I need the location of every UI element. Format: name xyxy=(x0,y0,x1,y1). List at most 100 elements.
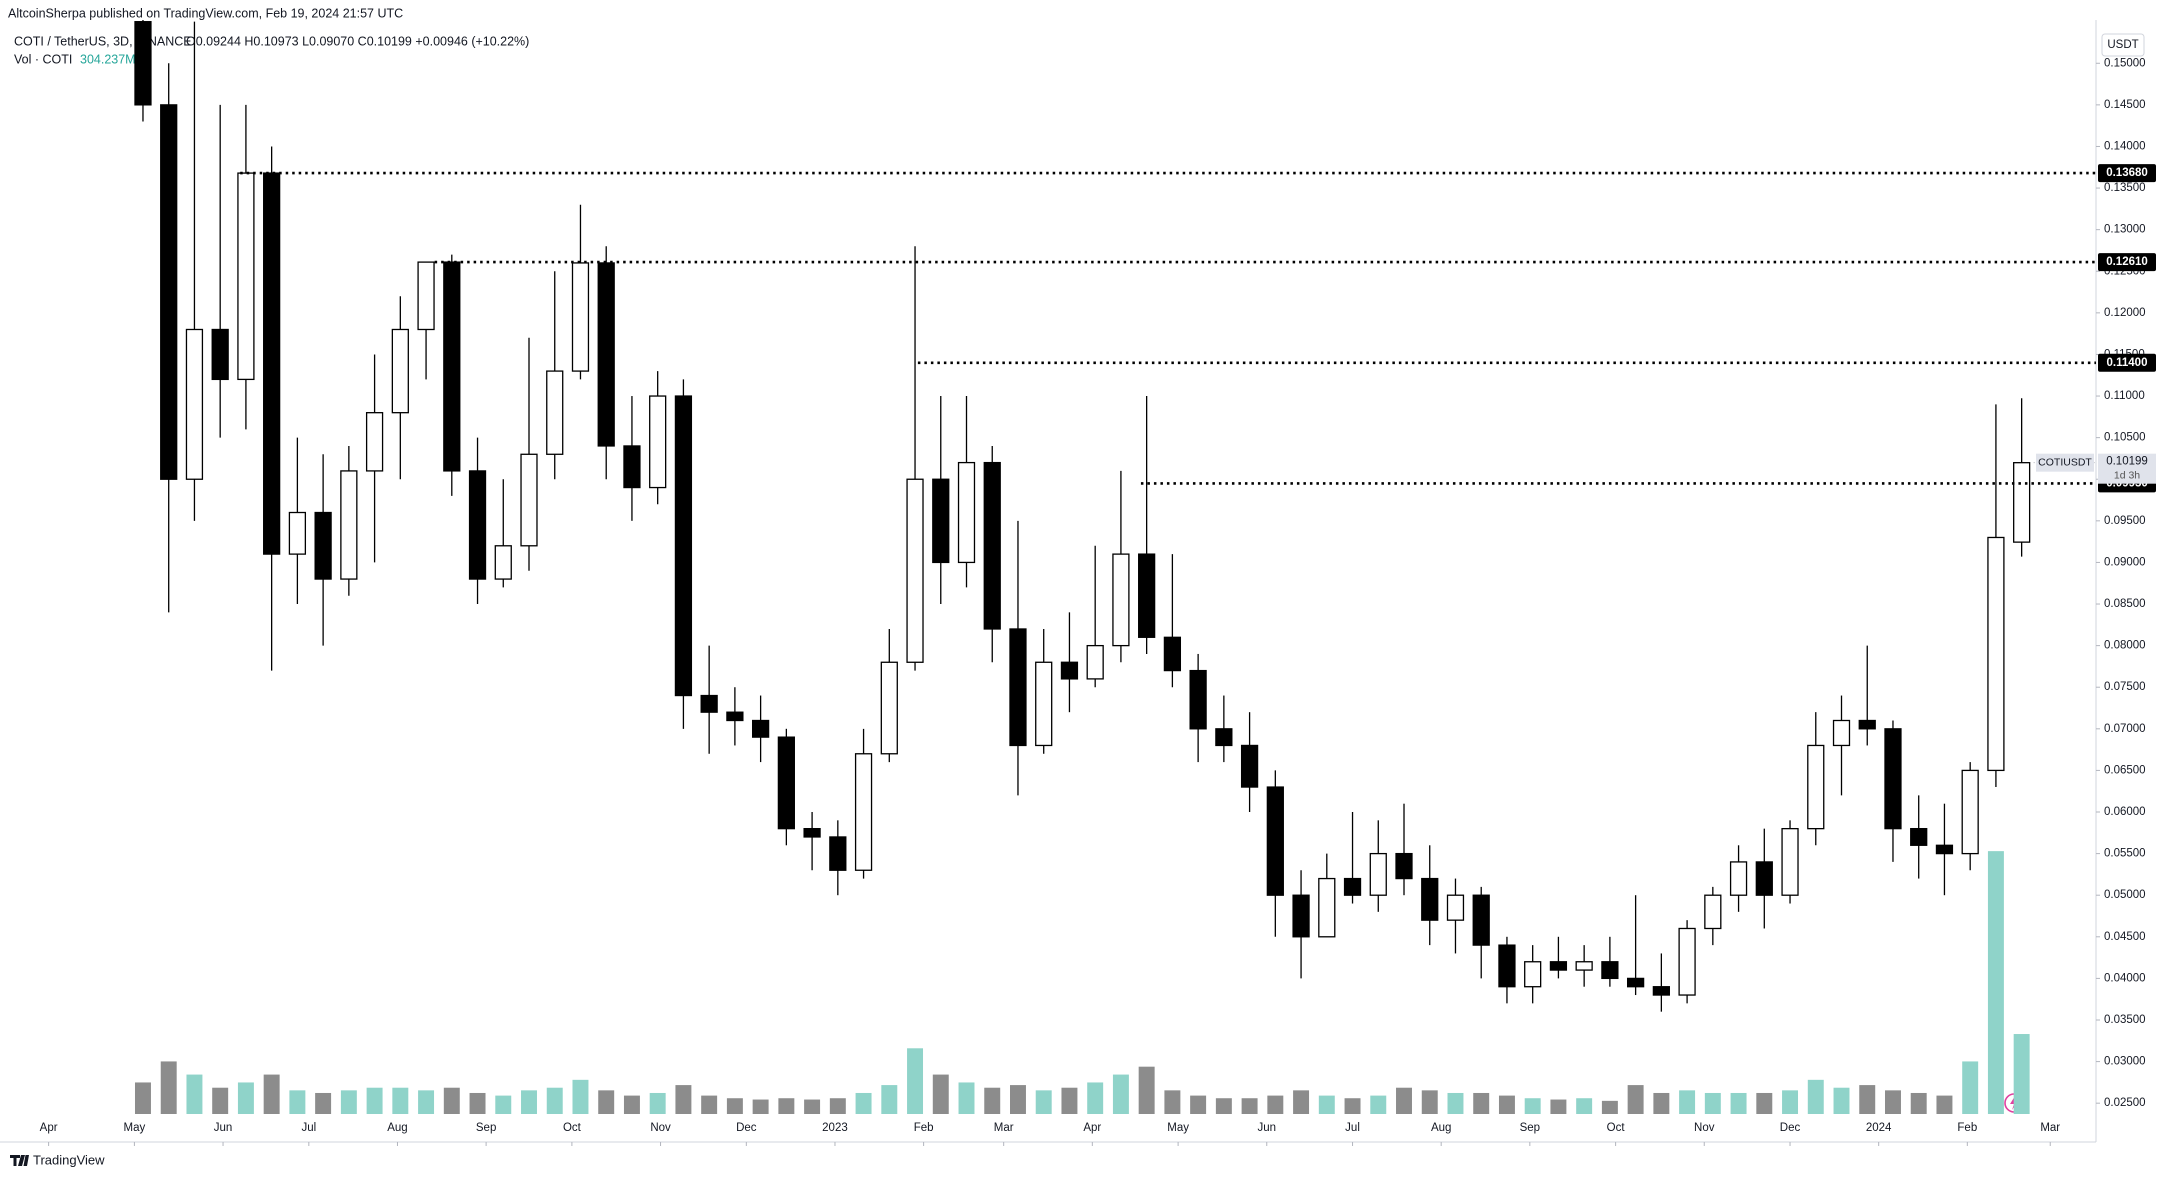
y-tick-label: 0.11000 xyxy=(2104,390,2145,402)
candle-body xyxy=(1652,986,1670,996)
volume-bar xyxy=(1215,1098,1232,1114)
volume-bar xyxy=(726,1098,743,1114)
volume-bar xyxy=(598,1090,615,1114)
candle-body xyxy=(906,478,924,663)
x-tick-label: Feb xyxy=(1957,1122,1977,1134)
candle-body xyxy=(1292,894,1310,938)
volume-bar xyxy=(366,1087,383,1114)
volume-bar xyxy=(1962,1061,1979,1114)
publisher-line: AltcoinSherpa published on TradingView.c… xyxy=(8,6,403,20)
y-tick-label: 0.14000 xyxy=(2104,140,2146,152)
candle-body xyxy=(1446,894,1465,921)
volume-bar xyxy=(649,1092,666,1114)
y-tick-label: 0.09500 xyxy=(2104,515,2146,527)
volume-bar xyxy=(1035,1090,1052,1114)
candle-body xyxy=(803,827,821,838)
volume-bar xyxy=(1807,1079,1824,1114)
candle-body xyxy=(1421,877,1439,921)
candle-body xyxy=(1678,927,1696,996)
volume-bar xyxy=(701,1095,718,1114)
footer-brand: TradingView xyxy=(33,1152,105,1167)
candle-body xyxy=(1472,894,1490,946)
candle-body xyxy=(1215,728,1233,747)
y-tick-label: 0.06000 xyxy=(2104,806,2146,818)
candle-body xyxy=(237,172,255,381)
volume-bar xyxy=(1730,1092,1747,1114)
candle-body xyxy=(1318,877,1336,938)
y-tick-label: 0.10500 xyxy=(2104,432,2146,444)
volume-bar xyxy=(1293,1090,1310,1114)
candle-body xyxy=(777,736,795,830)
volume-bar xyxy=(443,1087,460,1114)
x-tick-label: May xyxy=(1167,1122,1189,1134)
level-label: 0.13680 xyxy=(2106,167,2148,179)
volume-bar xyxy=(881,1085,898,1114)
volume-bar xyxy=(1833,1087,1850,1114)
volume-label: Vol · COTI xyxy=(14,52,72,66)
last-price-label: 0.10199 xyxy=(2106,456,2148,468)
x-tick-label: Dec xyxy=(736,1122,757,1134)
candle-body xyxy=(880,661,898,755)
volume-bar xyxy=(855,1092,872,1114)
candle-body xyxy=(957,461,976,564)
x-tick-label: Jul xyxy=(1345,1122,1360,1134)
candle-body xyxy=(1498,944,1516,988)
volume-bar xyxy=(804,1099,821,1114)
volume-bar xyxy=(237,1082,254,1114)
candle-body xyxy=(829,836,847,871)
x-tick-label: Apr xyxy=(1083,1122,1101,1134)
candle-body xyxy=(1961,769,1979,855)
volume-bar xyxy=(1910,1092,1927,1114)
y-tick-label: 0.02500 xyxy=(2104,1097,2146,1109)
x-tick-label: Mar xyxy=(994,1122,1014,1134)
y-tick-label: 0.13500 xyxy=(2104,182,2146,194)
candle-body xyxy=(314,511,332,580)
candle-body xyxy=(597,262,615,447)
volume-bar xyxy=(1524,1098,1541,1114)
last-price-box xyxy=(2098,453,2156,484)
volume-bar xyxy=(212,1087,229,1114)
y-tick-label: 0.14500 xyxy=(2104,99,2146,111)
x-tick-label: 2023 xyxy=(822,1122,848,1134)
candle-body xyxy=(623,445,641,489)
candle-body xyxy=(1704,894,1722,930)
x-tick-label: Jul xyxy=(301,1122,316,1134)
y-tick-label: 0.04000 xyxy=(2104,972,2146,984)
x-tick-label: Dec xyxy=(1780,1122,1801,1134)
unit-box[interactable] xyxy=(2101,33,2145,57)
y-tick-label: 0.13000 xyxy=(2104,224,2146,236)
candle-body xyxy=(263,172,281,555)
volume-bar xyxy=(1550,1099,1567,1114)
volume-bar xyxy=(1782,1090,1799,1114)
level-label: 0.11400 xyxy=(2107,357,2148,369)
level-label-box xyxy=(2098,253,2156,272)
candle-body xyxy=(1240,744,1259,788)
volume-bar xyxy=(1884,1090,1901,1114)
volume-bar xyxy=(469,1092,486,1114)
volume-bar xyxy=(418,1090,435,1114)
x-tick-label: Aug xyxy=(1431,1122,1451,1134)
volume-bar xyxy=(546,1087,563,1114)
candle-body xyxy=(1729,861,1748,896)
candle-body xyxy=(1112,553,1130,647)
candle-body xyxy=(700,694,718,713)
candle-body xyxy=(134,21,152,106)
x-tick-label: Oct xyxy=(1607,1122,1626,1134)
volume-bar xyxy=(1447,1092,1464,1114)
candle-layer xyxy=(134,20,2031,1012)
symbol-title: COTI / TetherUS, 3D, BINANCE xyxy=(14,34,192,48)
y-tick-label: 0.07500 xyxy=(2104,681,2146,693)
y-tick-label: 0.03000 xyxy=(2104,1056,2146,1068)
volume-bar xyxy=(1498,1095,1515,1114)
candle-body xyxy=(854,753,873,871)
volume-bar xyxy=(1241,1098,1258,1114)
volume-bar xyxy=(829,1098,846,1114)
x-tick-label: Nov xyxy=(650,1122,671,1134)
y-tick-label: 0.04500 xyxy=(2104,931,2146,943)
volume-bar xyxy=(932,1074,949,1114)
x-tick-label: Oct xyxy=(563,1122,582,1134)
volume-layer xyxy=(134,851,2030,1114)
candle-body xyxy=(1343,877,1362,896)
